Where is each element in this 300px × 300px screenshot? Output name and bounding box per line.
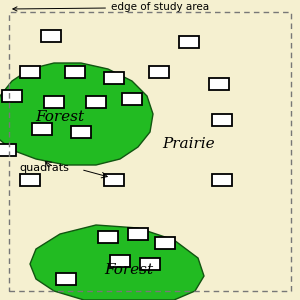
Text: Forest: Forest: [104, 263, 154, 277]
Bar: [104, 72, 124, 84]
Bar: [44, 96, 64, 108]
Bar: [20, 66, 40, 78]
Bar: [110, 255, 130, 267]
Bar: [71, 126, 91, 138]
Bar: [209, 78, 229, 90]
Bar: [2, 90, 22, 102]
Bar: [98, 231, 118, 243]
Bar: [32, 123, 52, 135]
Bar: [41, 30, 61, 42]
Bar: [65, 66, 85, 78]
Bar: [104, 174, 124, 186]
Bar: [179, 36, 199, 48]
Text: quadrats: quadrats: [19, 163, 69, 173]
Polygon shape: [0, 63, 153, 165]
Bar: [155, 237, 175, 249]
Bar: [140, 258, 160, 270]
Bar: [0, 144, 16, 156]
Polygon shape: [30, 225, 204, 300]
Text: Prairie: Prairie: [163, 137, 215, 151]
Bar: [86, 96, 106, 108]
Bar: [122, 93, 142, 105]
Text: Forest: Forest: [35, 110, 85, 124]
Bar: [149, 66, 169, 78]
Bar: [128, 228, 148, 240]
Bar: [20, 174, 40, 186]
Bar: [212, 174, 232, 186]
Text: edge of study area: edge of study area: [13, 2, 209, 13]
Bar: [56, 273, 76, 285]
Bar: [212, 114, 232, 126]
